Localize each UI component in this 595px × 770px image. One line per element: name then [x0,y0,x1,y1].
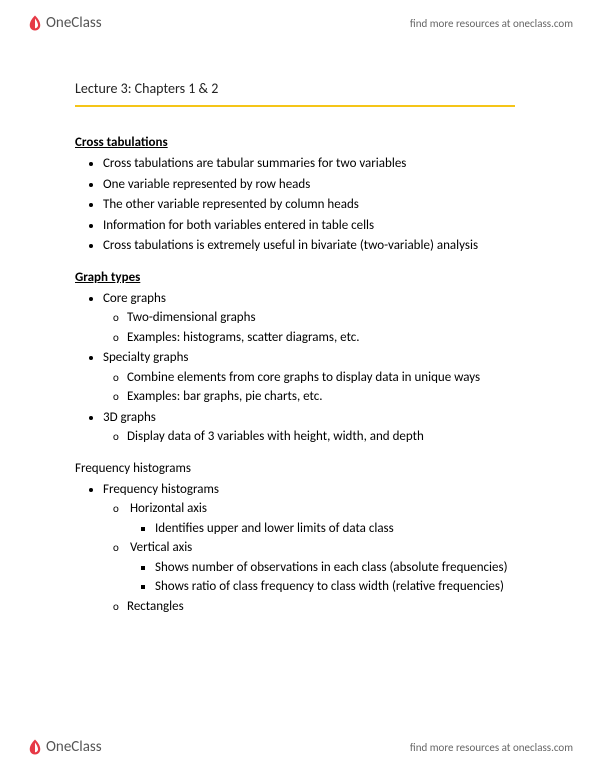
list-item: Cross tabulations are tabular summaries … [103,154,525,174]
item-label: 3D graphs [103,410,156,425]
brand-logo: OneClass [26,738,102,756]
section-heading-cross-tab: Cross tabulations [75,135,525,150]
list-item: Identifies upper and lower limits of dat… [155,519,525,539]
list-item: Combine elements from core graphs to dis… [127,368,525,388]
lecture-title: Lecture 3: Chapters 1 & 2 [75,80,525,97]
leaf-icon [26,738,44,756]
footer-tagline: find more resources at oneclass.com [410,741,573,754]
list-item: Examples: bar graphs, pie charts, etc. [127,387,525,407]
sub-list: Two-dimensional graphs Examples: histogr… [103,308,525,347]
list-item: Horizontal axis Identifies upper and low… [127,499,525,538]
brand-logo: OneClass [26,14,102,32]
brand-name: OneClass [46,738,102,756]
item-label: Specialty graphs [103,350,189,365]
list-item: Examples: histograms, scatter diagrams, … [127,328,525,348]
list-item: Information for both variables entered i… [103,216,525,236]
sub-list: Combine elements from core graphs to dis… [103,368,525,407]
list-item: One variable represented by row heads [103,175,525,195]
document-body: Lecture 3: Chapters 1 & 2 Cross tabulati… [75,80,525,617]
section-heading-freq-hist: Frequency histograms [75,461,525,476]
list-item: The other variable represented by column… [103,195,525,215]
list-item: Cross tabulations is extremely useful in… [103,236,525,256]
freq-hist-list: Frequency histograms Horizontal axis Ide… [75,480,525,617]
list-item: Rectangles [127,597,525,617]
leaf-icon [26,14,44,32]
list-item: Specialty graphs Combine elements from c… [103,348,525,407]
list-item: Display data of 3 variables with height,… [127,427,525,447]
item-label: Vertical axis [130,540,192,555]
subsub-list: Identifies upper and lower limits of dat… [127,519,525,539]
header-tagline: find more resources at oneclass.com [410,17,573,30]
list-item: 3D graphs Display data of 3 variables wi… [103,408,525,447]
brand-name: OneClass [46,14,102,32]
list-item: Core graphs Two-dimensional graphs Examp… [103,289,525,348]
sub-list: Display data of 3 variables with height,… [103,427,525,447]
list-item: Shows number of observations in each cla… [155,558,525,578]
list-item: Frequency histograms Horizontal axis Ide… [103,480,525,617]
list-item: Vertical axis Shows number of observatio… [127,538,525,597]
item-label: Frequency histograms [103,482,219,497]
graph-types-list: Core graphs Two-dimensional graphs Examp… [75,289,525,447]
section-heading-graph-types: Graph types [75,270,525,285]
list-item: Two-dimensional graphs [127,308,525,328]
page-header: OneClass find more resources at oneclass… [0,14,595,32]
cross-tab-list: Cross tabulations are tabular summaries … [75,154,525,256]
item-label: Core graphs [103,291,166,306]
sub-list: Horizontal axis Identifies upper and low… [103,499,525,616]
title-underline [75,105,515,107]
subsub-list: Shows number of observations in each cla… [127,558,525,597]
list-item: Shows ratio of class frequency to class … [155,577,525,597]
item-label: Horizontal axis [130,501,207,516]
page-footer: OneClass find more resources at oneclass… [0,738,595,756]
